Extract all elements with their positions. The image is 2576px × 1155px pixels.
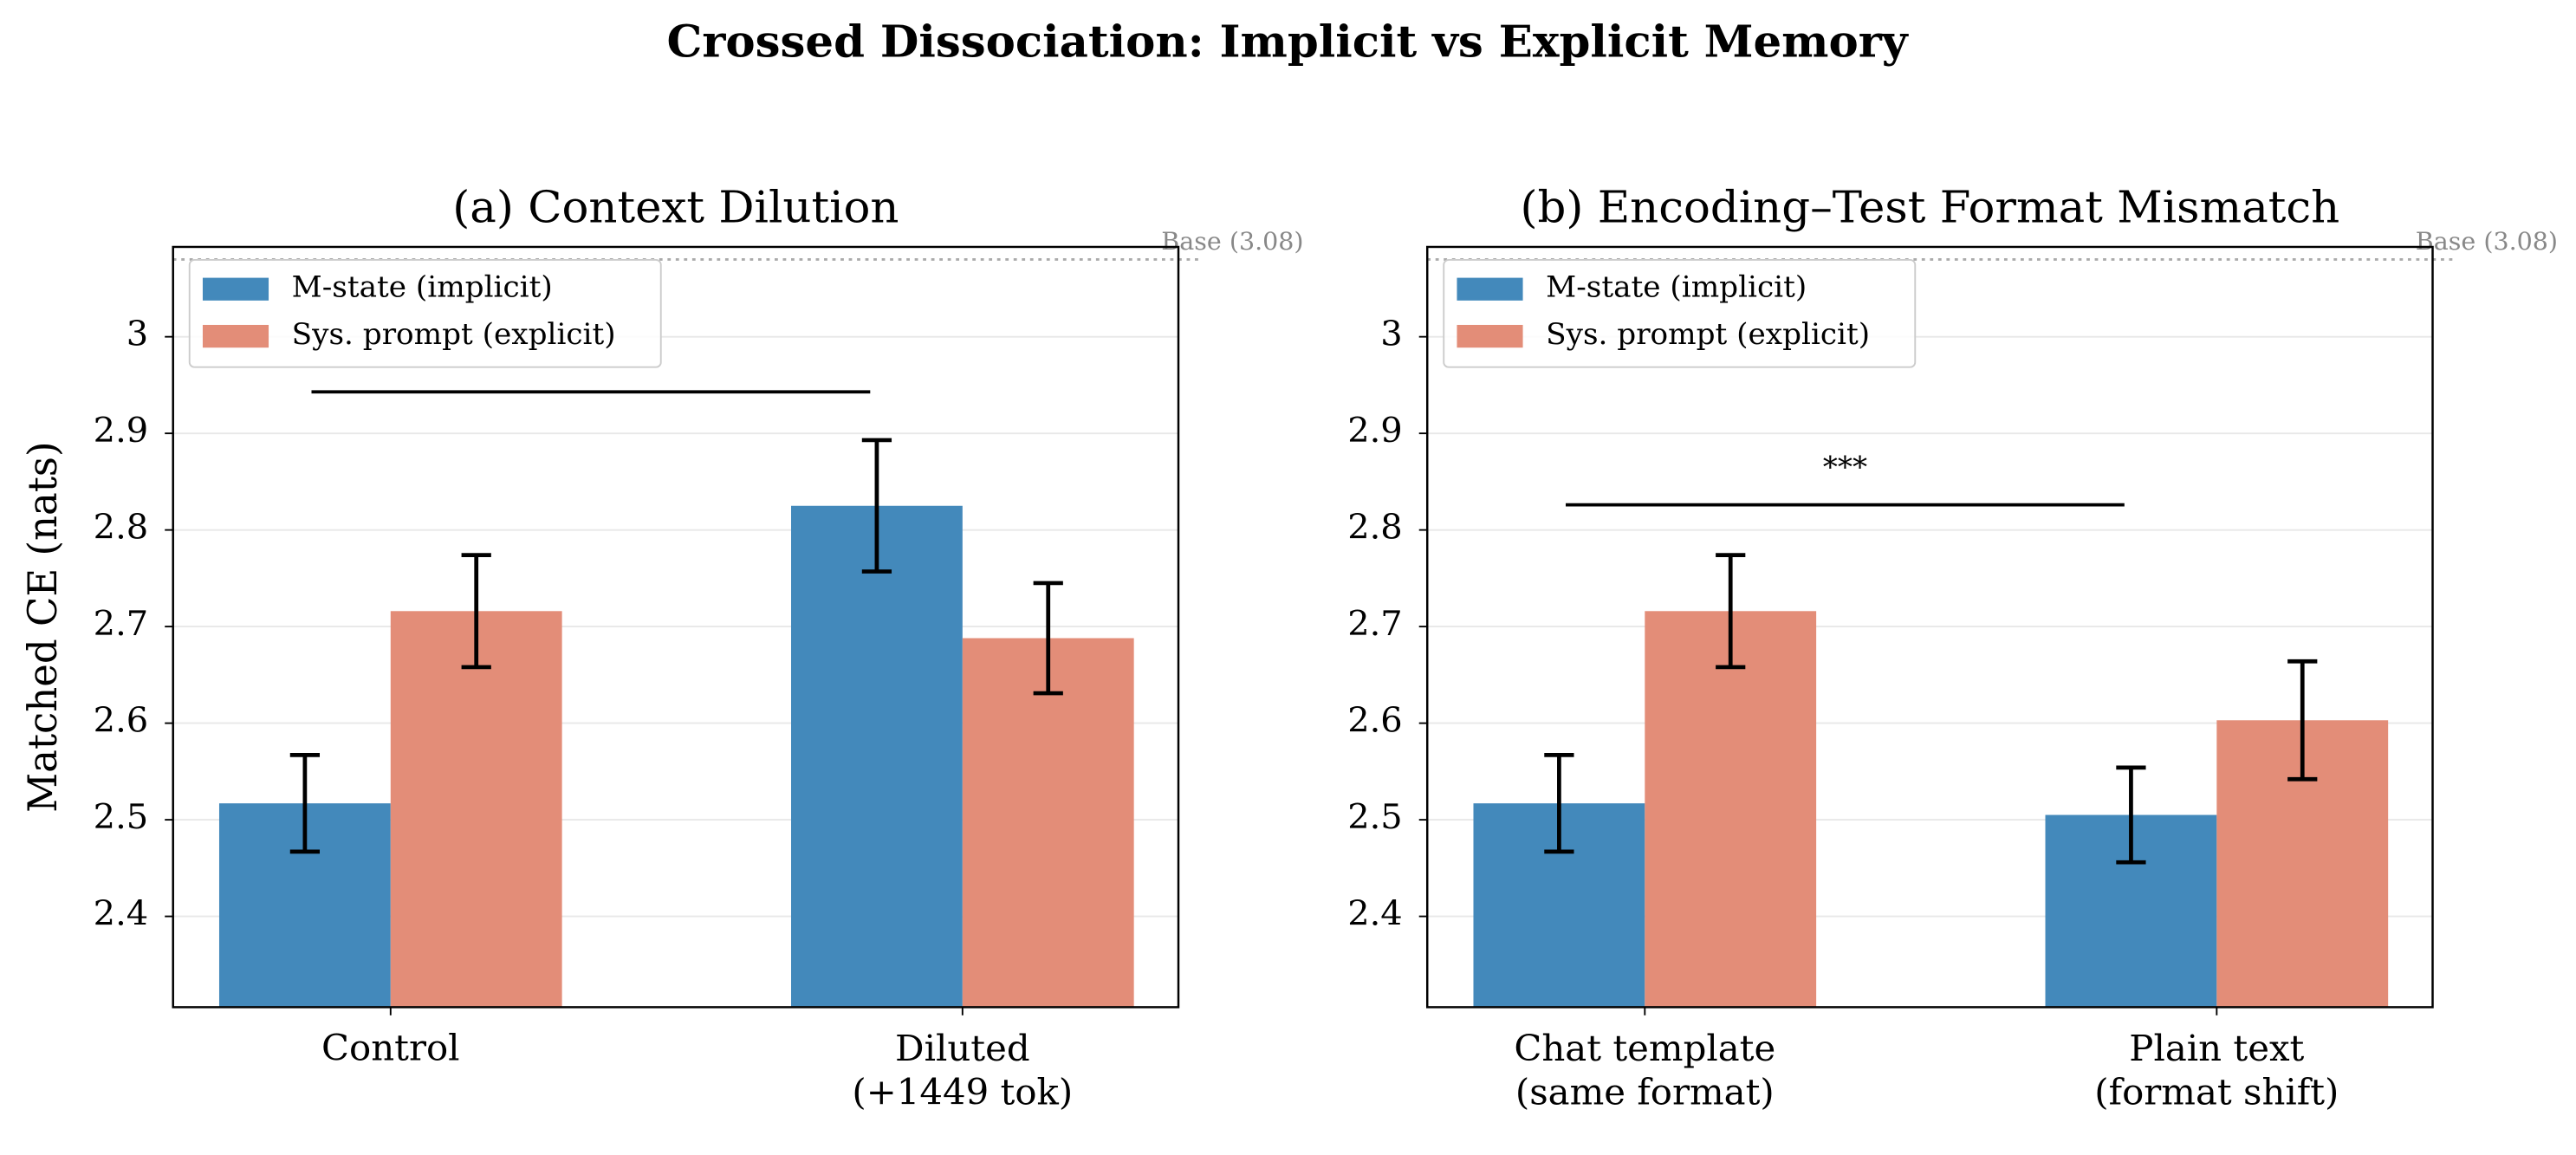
legend-box: [188, 259, 662, 368]
subplot-title: (a) Context Dilution: [452, 183, 899, 234]
y-tick-label: 3: [1380, 315, 1402, 354]
y-tick-label: 2.6: [1347, 701, 1403, 741]
y-tick-label: 2.9: [1347, 411, 1403, 451]
error-bar: [461, 553, 491, 670]
plot-frame: [172, 245, 1180, 1009]
legend-swatch: [1457, 324, 1523, 348]
y-tick-label: 2.4: [1347, 894, 1403, 934]
y-tick-label: 2.8: [94, 508, 149, 548]
error-bar: [1033, 581, 1063, 696]
legend: M-state (implicit) Sys. prompt (explicit): [1443, 259, 1917, 368]
y-tick-label: 2.5: [1347, 797, 1403, 837]
figure-title: Crossed Dissociation: Implicit vs Explic…: [666, 16, 1909, 68]
y-axis-label: Matched CE (nats): [20, 441, 66, 812]
legend-box: [1443, 259, 1917, 368]
legend-swatch: [202, 324, 269, 348]
plot-frame: [1425, 245, 2434, 1009]
y-tick-label: 2.7: [94, 604, 149, 644]
y-tick-label: 2.8: [1347, 508, 1403, 548]
y-tick-label: 2.5: [94, 797, 149, 837]
y-tick-label: 2.4: [94, 894, 149, 934]
error-bar: [2287, 659, 2318, 782]
error-bar: [1716, 553, 1746, 670]
x-tick-label: Control: [321, 1027, 459, 1069]
subplot-title: (b) Encoding–Test Format Mismatch: [1520, 183, 2339, 234]
error-bar: [861, 438, 892, 574]
significance-label: ***: [1823, 451, 1867, 485]
x-tick-label: Chat template (same format): [1514, 1027, 1775, 1113]
error-bar: [1544, 753, 1574, 854]
y-tick-label: 2.9: [94, 411, 149, 451]
bar: [1645, 611, 1817, 1008]
bar: [791, 505, 963, 1008]
y-tick-label: 3: [127, 315, 148, 354]
x-tick-label: Plain text (format shift): [2094, 1027, 2339, 1113]
legend-label: Sys. prompt (explicit): [292, 317, 616, 352]
legend-label: M-state (implicit): [1546, 270, 1807, 305]
error-bar: [289, 753, 321, 854]
error-bar: [2116, 765, 2146, 865]
base-label: Base (3.08): [2416, 227, 2558, 256]
bar: [962, 638, 1134, 1008]
y-tick-label: 2.7: [1347, 604, 1403, 644]
legend-label: Sys. prompt (explicit): [1546, 317, 1870, 352]
legend-swatch: [202, 277, 269, 301]
base-label: Base (3.08): [1161, 227, 1303, 256]
bar: [390, 611, 562, 1008]
legend-label: M-state (implicit): [292, 270, 553, 305]
legend-swatch: [1457, 277, 1523, 301]
y-tick-label: 2.6: [94, 701, 149, 741]
legend: M-state (implicit) Sys. prompt (explicit): [188, 259, 662, 368]
x-tick-label: Diluted (+1449 tok): [852, 1027, 1073, 1113]
